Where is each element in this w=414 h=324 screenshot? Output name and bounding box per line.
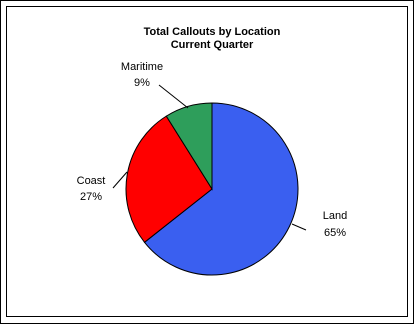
plot-area-border	[6, 6, 408, 317]
slice-label-coast: Coast	[77, 175, 106, 187]
pie-slice-land	[143, 102, 299, 276]
leader-line-land	[291, 223, 307, 231]
leader-line-maritime	[158, 84, 189, 109]
pie-slices	[125, 102, 299, 276]
leader-lines	[112, 84, 307, 231]
leader-line-coast	[112, 171, 128, 189]
pie-slice-coast	[125, 115, 213, 244]
slice-label-land: Land	[323, 210, 347, 222]
slice-percent-land: 65%	[324, 227, 346, 239]
chart-subtitle: Current Quarter	[171, 39, 254, 51]
slice-label-maritime: Maritime	[121, 61, 163, 73]
chart-title: Total Callouts by Location	[144, 26, 281, 38]
slice-percent-maritime: 9%	[134, 77, 150, 89]
pie-slice-maritime	[165, 102, 213, 191]
slice-percent-coast: 27%	[80, 191, 102, 203]
